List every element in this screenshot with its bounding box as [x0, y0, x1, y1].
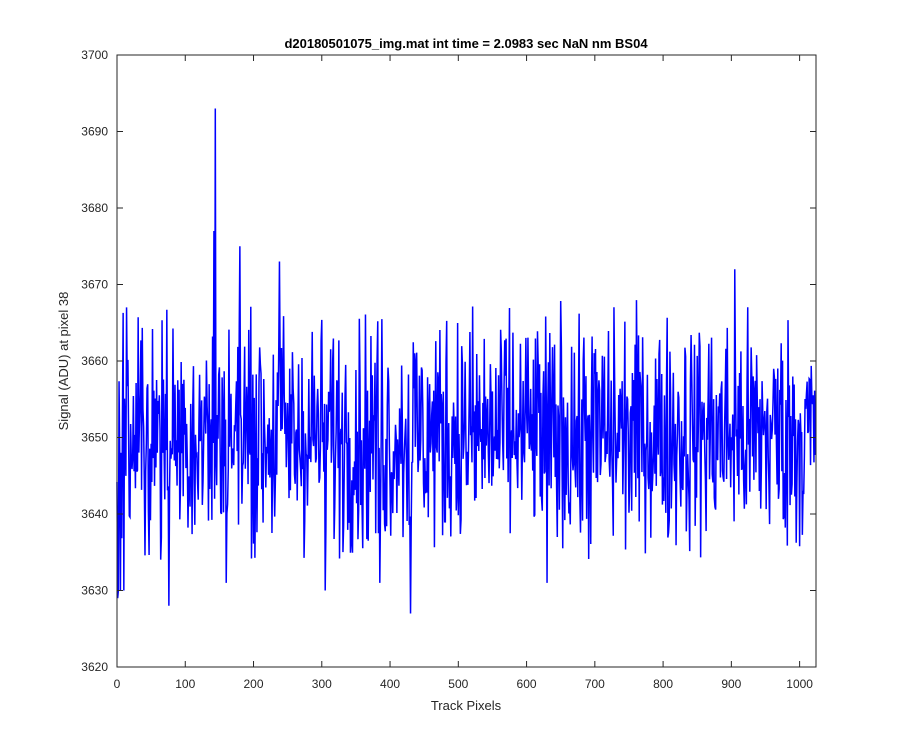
x-tick-label: 100 [175, 677, 195, 691]
y-tick-label: 3640 [81, 507, 108, 521]
y-tick-label: 3630 [81, 584, 108, 598]
x-tick-label: 0 [114, 677, 121, 691]
plot-lines [116, 108, 817, 614]
axes-box [116, 54, 817, 668]
x-tick-label: 1000 [786, 677, 813, 691]
x-axis-label: Track Pixels [431, 698, 502, 713]
chart-title: d20180501075_img.mat int time = 2.0983 s… [284, 36, 648, 51]
y-tick-label: 3690 [81, 125, 108, 139]
y-axis-label: Signal (ADU) at pixel 38 [56, 292, 71, 431]
y-tick-label: 3700 [81, 48, 108, 62]
x-tick-label: 500 [448, 677, 468, 691]
y-tick-label: 3680 [81, 201, 108, 215]
y-tick-label: 3620 [81, 660, 108, 674]
y-tick-label: 3650 [81, 431, 108, 445]
x-tick-label: 800 [653, 677, 673, 691]
y-tick-label: 3670 [81, 278, 108, 292]
x-tick-label: 300 [312, 677, 332, 691]
series-line [116, 108, 817, 614]
x-tick-label: 400 [380, 677, 400, 691]
x-tick-label: 200 [244, 677, 264, 691]
x-tick-label: 900 [721, 677, 741, 691]
axis-ticks: 0 100 200 300 400 500 600 700 800 900 1000 3620 3630… [81, 48, 816, 691]
y-tick-label: 3660 [81, 354, 108, 368]
x-tick-label: 600 [517, 677, 537, 691]
x-tick-label: 700 [585, 677, 605, 691]
